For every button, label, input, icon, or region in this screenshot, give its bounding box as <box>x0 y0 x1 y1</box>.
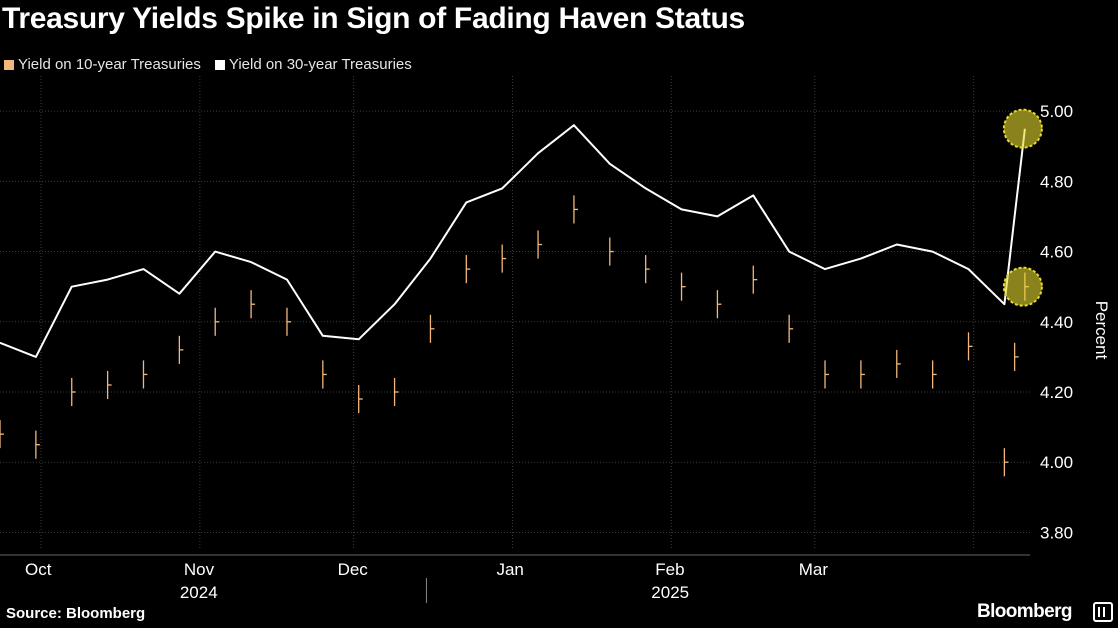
thirty-year-line <box>0 124 1026 358</box>
y-tick-label: 4.00 <box>1040 453 1073 472</box>
y-tick-label: 4.20 <box>1040 383 1073 402</box>
source-note: Source: Bloomberg <box>6 605 146 622</box>
legend-label-30-year: Yield on 30-year Treasuries <box>228 56 412 73</box>
x-tick-label: Dec <box>338 560 369 579</box>
y-tick-label: 5.00 <box>1040 102 1073 121</box>
bloomberg-logo: Bloomberg <box>977 601 1072 622</box>
x-tick-label: Mar <box>799 560 829 579</box>
legend-label-10-year: Yield on 10-year Treasuries <box>18 56 201 73</box>
year-label: 2024 <box>180 583 218 602</box>
y-axis-title: Percent <box>1092 301 1111 360</box>
x-tick-label: Jan <box>496 560 523 579</box>
x-tick-label: Nov <box>184 560 215 579</box>
y-tick-label: 4.40 <box>1040 313 1073 332</box>
y-tick-label: 4.60 <box>1040 243 1073 262</box>
highlight-circle <box>1002 266 1043 307</box>
x-tick-label: Oct <box>25 560 52 579</box>
legend-swatch-30-year <box>214 59 225 70</box>
legend-swatch-10-year <box>4 59 14 70</box>
y-tick-label: 3.80 <box>1040 523 1073 542</box>
x-tick-label: Feb <box>655 560 684 579</box>
highlight-circle <box>1002 108 1043 149</box>
year-label: 2025 <box>651 583 689 602</box>
legend: Yield on 10-year Treasuries Yield on 30-… <box>4 56 412 73</box>
legend-item-30-year: Yield on 30-year Treasuries <box>214 56 412 73</box>
legend-item-10-year: Yield on 10-year Treasuries <box>4 56 201 73</box>
bloomberg-terminal-icon <box>1093 602 1113 622</box>
chart-title: Treasury Yields Spike in Sign of Fading … <box>2 2 745 35</box>
y-tick-label: 4.80 <box>1040 172 1073 191</box>
